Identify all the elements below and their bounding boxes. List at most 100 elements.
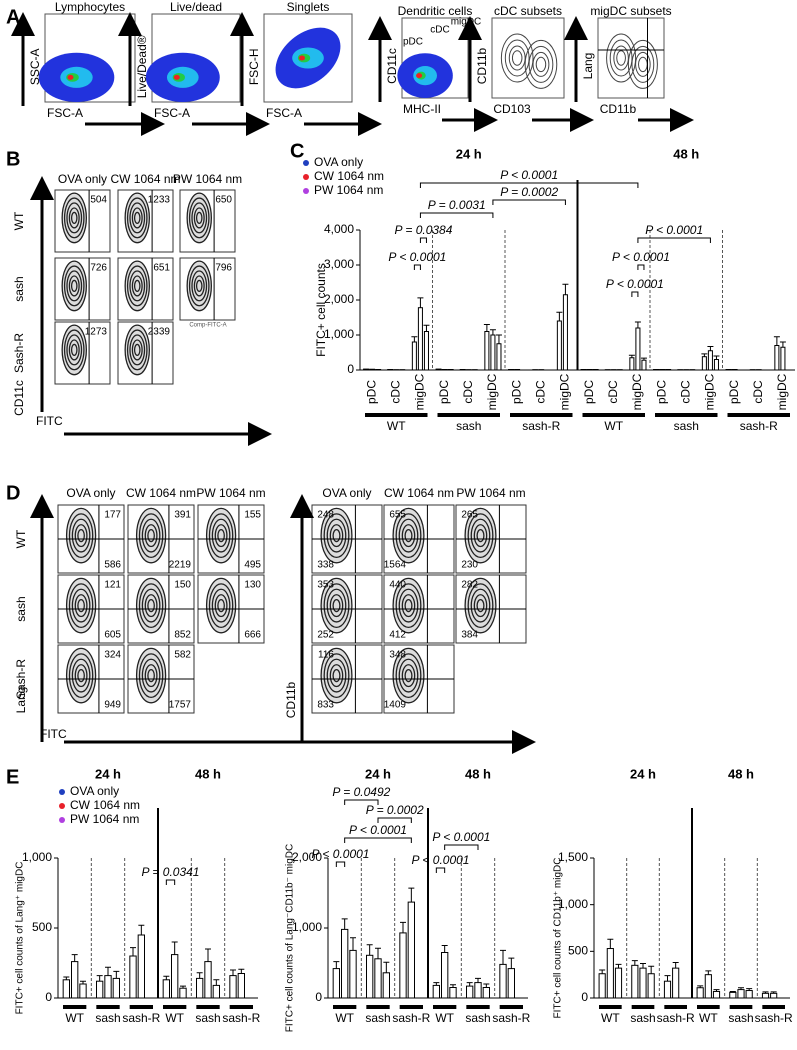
density-peak	[173, 74, 180, 80]
contour	[66, 202, 83, 234]
contour	[401, 524, 416, 548]
contour	[211, 518, 231, 553]
bar	[712, 990, 721, 999]
bar	[432, 984, 440, 999]
bar	[639, 967, 647, 999]
significance-bracket	[419, 237, 427, 243]
bar	[707, 350, 713, 371]
contour	[217, 598, 225, 613]
bar	[484, 331, 490, 371]
contour	[133, 211, 141, 225]
gate-count: 121	[104, 580, 121, 591]
bar	[196, 977, 204, 999]
error-bar	[713, 355, 720, 360]
y-tick-label: 0	[347, 362, 354, 376]
contour	[141, 658, 161, 693]
bar	[629, 357, 635, 371]
contour	[138, 513, 164, 559]
contour	[74, 594, 88, 618]
contour	[332, 668, 341, 683]
plot-title: cDC subsets	[494, 4, 562, 18]
contour	[74, 664, 88, 688]
bar	[713, 359, 719, 371]
contour	[147, 668, 155, 683]
error-bar	[417, 297, 424, 308]
contour	[186, 260, 212, 312]
gate-count: 586	[104, 560, 121, 571]
significance-bracket	[344, 799, 379, 805]
y-axis-label: FITC+ cell counts of Lang⁻CD11b⁻ migDC	[285, 844, 296, 1033]
bar	[490, 334, 496, 371]
gate-count: 282	[461, 580, 478, 591]
gate-count: 1409	[384, 700, 407, 711]
category-label: cDC	[461, 380, 475, 404]
contour	[631, 45, 655, 83]
y-axis-label: FITC+ cell counts of Lang⁺ migDC	[15, 862, 26, 1015]
p-value: P < 0.0001	[349, 823, 407, 837]
error-bar	[400, 921, 406, 933]
significance-bracket	[413, 264, 421, 270]
p-value: P < 0.0001	[312, 847, 370, 861]
error-bar	[105, 966, 111, 976]
p-value: P = 0.0002	[366, 803, 424, 817]
bar	[641, 359, 647, 371]
p-value: P = 0.0341	[142, 865, 200, 879]
error-bar	[738, 987, 744, 990]
bar	[237, 973, 246, 999]
error-bar	[441, 945, 448, 953]
bar	[366, 954, 374, 999]
p-value: P < 0.0001	[500, 168, 558, 182]
contour	[214, 594, 228, 618]
contour	[68, 339, 80, 361]
bar	[399, 932, 407, 999]
category-label: pDC	[727, 380, 741, 404]
contour	[464, 507, 497, 564]
flow-plot	[597, 17, 665, 99]
gate-count: 726	[90, 263, 107, 274]
y-axis-label: CD11c	[12, 380, 26, 416]
density-peak	[67, 74, 74, 80]
gate-count: 650	[215, 195, 232, 206]
legend-label: OVA only	[314, 155, 363, 169]
error-bar	[475, 977, 481, 983]
y-tick-label: 4,000	[324, 222, 354, 236]
contour	[528, 45, 554, 83]
contour	[467, 513, 494, 559]
error-bar	[80, 980, 86, 984]
significance-bracket	[444, 844, 479, 850]
error-bar	[63, 976, 70, 980]
gate-count: 130	[244, 580, 261, 591]
error-bar	[350, 937, 356, 951]
error-bar	[672, 962, 679, 969]
density-cloud	[275, 27, 341, 89]
group-label: WT	[165, 1011, 184, 1025]
gate-count: 248	[317, 510, 334, 521]
panel-letter: A	[6, 6, 20, 28]
error-bar	[701, 353, 708, 357]
contour	[609, 39, 633, 77]
bar	[729, 991, 737, 999]
gate-count: 605	[104, 630, 121, 641]
significance-bracket	[335, 861, 346, 867]
bar	[129, 955, 137, 999]
error-bar	[634, 321, 641, 328]
contour	[404, 528, 413, 543]
x-axis-label: MHC-II	[403, 102, 441, 116]
legend-marker	[303, 174, 309, 180]
significance-bracket	[165, 879, 176, 885]
group-label: sash-R	[492, 1011, 530, 1025]
bar	[112, 977, 120, 999]
contour	[138, 653, 164, 699]
contour	[616, 50, 626, 66]
gate-count: 495	[244, 560, 261, 571]
group-label: sash-R	[122, 1011, 160, 1025]
time-label: 24 h	[456, 146, 482, 161]
contour	[124, 260, 151, 312]
error-bar	[205, 948, 211, 962]
bar	[745, 990, 753, 999]
gate-count: 116	[318, 650, 334, 661]
contour	[392, 507, 425, 564]
contour	[532, 51, 550, 77]
significance-bracket	[637, 264, 645, 270]
bar	[79, 983, 87, 999]
